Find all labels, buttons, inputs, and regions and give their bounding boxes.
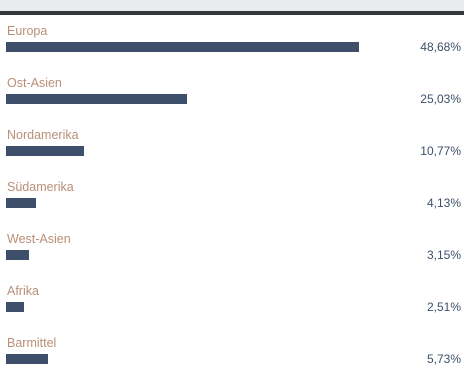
chart-row: Nordamerika 10,77% <box>0 119 464 171</box>
value-label: 4,13% <box>426 196 461 210</box>
region-allocation-chart: Europa 48,68% Ost-Asien 25,03% Nordamerika 10… <box>0 15 464 369</box>
value-label: 2,51% <box>426 300 461 314</box>
chart-row: Europa 48,68% <box>0 15 464 67</box>
header-band <box>0 0 464 11</box>
value-label: 5,73% <box>426 352 461 366</box>
category-label: West-Asien <box>7 232 71 246</box>
bar <box>6 354 48 364</box>
chart-row: Afrika 2,51% <box>0 275 464 327</box>
category-label: Südamerika <box>7 180 74 194</box>
chart-row: West-Asien 3,15% <box>0 223 464 275</box>
bar <box>6 250 29 260</box>
value-label: 3,15% <box>426 248 461 262</box>
category-label: Europa <box>7 24 48 38</box>
chart-row: Südamerika 4,13% <box>0 171 464 223</box>
bar <box>6 302 24 312</box>
bar <box>6 146 84 156</box>
value-label: 10,77% <box>420 144 461 158</box>
category-label: Nordamerika <box>7 128 79 142</box>
bar <box>6 94 187 104</box>
chart-row: Barmittel 5,73% <box>0 327 464 379</box>
category-label: Ost-Asien <box>7 76 62 90</box>
category-label: Barmittel <box>7 336 57 350</box>
chart-row: Ost-Asien 25,03% <box>0 67 464 119</box>
header-divider <box>0 11 464 15</box>
value-label: 48,68% <box>420 40 461 54</box>
bar <box>6 42 359 52</box>
value-label: 25,03% <box>420 92 461 106</box>
category-label: Afrika <box>7 284 39 298</box>
bar <box>6 198 36 208</box>
